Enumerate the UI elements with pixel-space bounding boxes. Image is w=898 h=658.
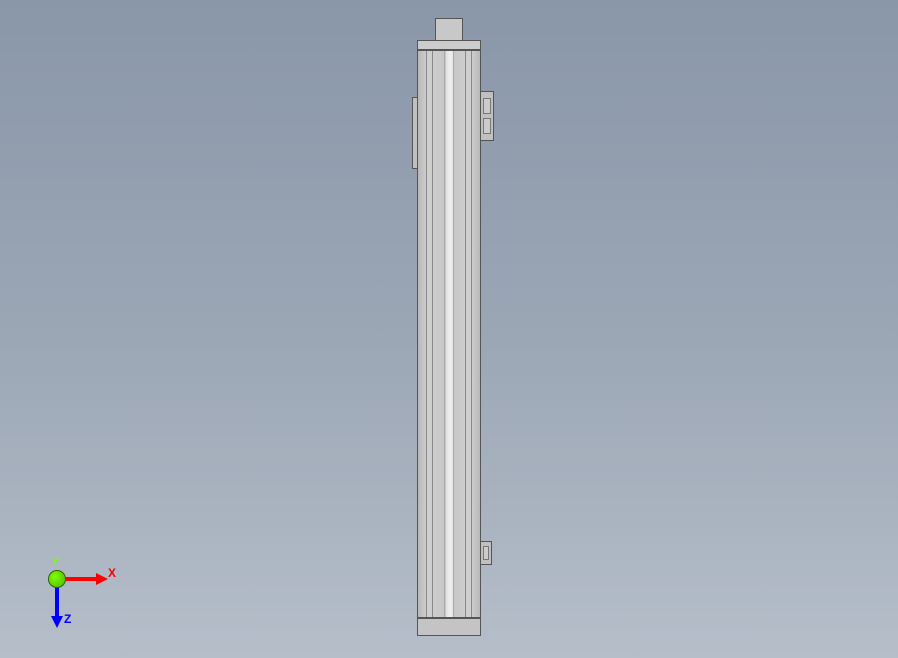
- cad-viewport[interactable]: X Z Y: [0, 0, 898, 658]
- model-groove: [432, 51, 433, 617]
- axis-triad[interactable]: X Z Y: [48, 548, 118, 618]
- axis-x-label: X: [108, 566, 116, 580]
- axis-x-arrow-icon: [96, 573, 108, 585]
- model-groove: [471, 51, 472, 617]
- model-bottom-cap: [417, 618, 481, 636]
- model-column[interactable]: [404, 18, 494, 636]
- model-groove: [444, 51, 445, 617]
- axis-x-line: [64, 577, 98, 581]
- axis-y-label: Y: [52, 557, 59, 568]
- axis-z-label: Z: [64, 612, 71, 626]
- axis-z-arrow-icon: [51, 616, 63, 628]
- model-main-body: [417, 50, 481, 618]
- model-top-shoulder: [417, 40, 481, 50]
- axis-z-line: [55, 586, 59, 618]
- axis-origin-sphere: [48, 570, 66, 588]
- model-groove: [453, 51, 454, 617]
- model-groove: [426, 51, 427, 617]
- model-right-bracket-bottom: [480, 541, 492, 565]
- model-right-bracket-top: [480, 91, 494, 141]
- model-left-bracket: [412, 97, 418, 169]
- model-groove: [465, 51, 466, 617]
- model-top-cap: [435, 18, 463, 40]
